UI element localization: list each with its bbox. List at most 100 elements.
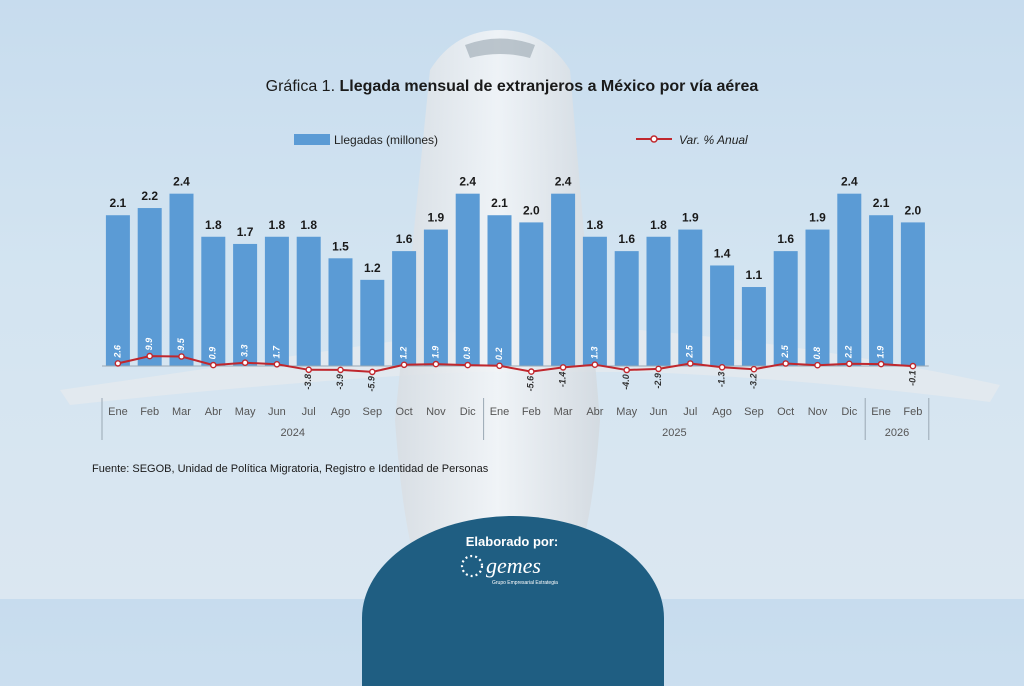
var-anual-label-9: 1.2 bbox=[398, 347, 408, 360]
var-anual-point-4 bbox=[241, 359, 249, 367]
bar-7 bbox=[328, 258, 353, 366]
var-anual-point-3 bbox=[209, 361, 217, 369]
bar-14 bbox=[551, 193, 576, 366]
x-tick-label-7: Ago bbox=[331, 406, 351, 418]
var-anual-label-11: 0.9 bbox=[462, 347, 472, 360]
legend-bar-label: Llegadas (millones) bbox=[334, 133, 438, 147]
bar-0 bbox=[105, 215, 130, 366]
bar-value-label-15: 1.8 bbox=[587, 218, 604, 232]
var-anual-label-12: 0.2 bbox=[494, 348, 504, 361]
x-tick-label-18: Jul bbox=[683, 406, 697, 418]
year-label-2026: 2026 bbox=[885, 427, 909, 439]
x-tick-label-25: Feb bbox=[903, 406, 922, 418]
bar-1 bbox=[137, 208, 162, 366]
bar-22 bbox=[805, 229, 830, 366]
var-anual-label-13: -5.6 bbox=[526, 375, 536, 392]
var-anual-label-5: 1.7 bbox=[271, 345, 281, 359]
chart-title: Gráfica 1. Llegada mensual de extranjero… bbox=[0, 78, 1024, 96]
bar-value-label-8: 1.2 bbox=[364, 261, 381, 275]
bar-value-label-11: 2.4 bbox=[459, 175, 476, 189]
bar-value-label-6: 1.8 bbox=[300, 218, 317, 232]
var-anual-point-13 bbox=[528, 368, 535, 375]
bar-17 bbox=[646, 236, 671, 366]
var-anual-label-14: -1.4 bbox=[557, 372, 567, 388]
x-tick-label-3: Abr bbox=[205, 406, 222, 418]
var-anual-point-15 bbox=[591, 361, 599, 369]
var-anual-point-23 bbox=[846, 360, 853, 368]
var-anual-point-1 bbox=[146, 352, 153, 360]
x-tick-label-16: May bbox=[616, 406, 637, 418]
year-label-2025: 2025 bbox=[662, 427, 686, 439]
x-tick-label-1: Feb bbox=[140, 406, 159, 418]
bar-3 bbox=[201, 236, 226, 366]
bar-value-label-20: 1.1 bbox=[746, 268, 763, 282]
var-anual-label-22: 0.8 bbox=[812, 347, 822, 360]
x-tick-label-4: May bbox=[235, 406, 256, 418]
var-anual-label-20: -3.2 bbox=[748, 373, 758, 389]
bar-11 bbox=[455, 193, 480, 366]
var-anual-label-2: 9.5 bbox=[176, 337, 186, 351]
x-tick-label-15: Abr bbox=[586, 406, 603, 418]
legend-line-marker bbox=[650, 135, 658, 143]
x-tick-label-21: Oct bbox=[777, 406, 794, 418]
x-tick-label-24: Ene bbox=[871, 406, 891, 418]
var-anual-label-25: -0.1 bbox=[907, 370, 917, 386]
chart-title-prefix: Gráfica 1. bbox=[265, 78, 336, 95]
var-anual-label-7: -3.9 bbox=[335, 374, 345, 390]
bar-13 bbox=[519, 222, 544, 366]
var-anual-label-24: 1.9 bbox=[875, 346, 885, 359]
bar-value-label-13: 2.0 bbox=[523, 203, 540, 217]
chart-title-main: Llegada mensual de extranjeros a México … bbox=[339, 78, 759, 95]
legend-line-label: Var. % Anual bbox=[679, 133, 748, 147]
x-tick-label-5: Jun bbox=[268, 406, 286, 418]
var-anual-label-23: 2.2 bbox=[844, 346, 854, 360]
bar-10 bbox=[423, 229, 448, 366]
x-tick-label-20: Sep bbox=[744, 406, 764, 418]
var-anual-point-16 bbox=[623, 366, 631, 374]
var-anual-label-16: -4.0 bbox=[621, 374, 631, 390]
bar-4 bbox=[233, 243, 258, 366]
x-tick-label-17: Jun bbox=[650, 406, 668, 418]
bar-6 bbox=[296, 236, 321, 366]
var-anual-point-22 bbox=[814, 361, 821, 369]
bar-value-label-21: 1.6 bbox=[777, 232, 794, 246]
x-tick-label-8: Sep bbox=[363, 406, 383, 418]
x-tick-label-11: Dic bbox=[460, 406, 476, 418]
bar-value-label-25: 2.0 bbox=[905, 203, 922, 217]
bar-value-label-22: 1.9 bbox=[809, 211, 826, 225]
bar-value-label-14: 2.4 bbox=[555, 175, 572, 189]
var-anual-point-2 bbox=[178, 353, 185, 360]
bar-value-label-3: 1.8 bbox=[205, 218, 222, 232]
var-anual-point-24 bbox=[877, 360, 885, 368]
bar-value-label-7: 1.5 bbox=[332, 239, 349, 253]
var-anual-label-19: -1.3 bbox=[716, 372, 726, 388]
var-anual-label-10: 1.9 bbox=[430, 346, 440, 359]
var-anual-label-18: 2.5 bbox=[685, 344, 695, 359]
var-anual-point-0 bbox=[114, 360, 122, 367]
bar-value-label-16: 1.6 bbox=[618, 232, 635, 246]
var-anual-point-10 bbox=[432, 360, 440, 368]
bar-value-label-2: 2.4 bbox=[173, 175, 190, 189]
bar-value-label-1: 2.2 bbox=[141, 189, 158, 203]
bar-18 bbox=[678, 229, 703, 366]
x-tick-label-19: Ago bbox=[712, 406, 732, 418]
var-anual-point-17 bbox=[655, 365, 662, 373]
var-anual-point-7 bbox=[337, 366, 344, 374]
bar-9 bbox=[392, 251, 417, 366]
x-tick-label-10: Nov bbox=[426, 406, 446, 418]
bar-value-label-23: 2.4 bbox=[841, 175, 858, 189]
x-tick-label-22: Nov bbox=[808, 406, 828, 418]
var-anual-point-18 bbox=[687, 360, 694, 367]
var-anual-point-14 bbox=[559, 364, 567, 371]
bar-12 bbox=[487, 215, 512, 366]
bar-value-label-17: 1.8 bbox=[650, 218, 667, 232]
bar-value-label-18: 1.9 bbox=[682, 211, 699, 225]
bar-value-label-10: 1.9 bbox=[428, 211, 445, 225]
gemes-logo: gemes Grupo Empresarial Estrategia bbox=[460, 553, 558, 586]
bar-value-label-19: 1.4 bbox=[714, 246, 731, 260]
var-anual-label-21: 2.5 bbox=[780, 344, 790, 359]
bar-21 bbox=[773, 251, 798, 366]
bar-value-label-0: 2.1 bbox=[110, 196, 127, 210]
year-label-2024: 2024 bbox=[281, 427, 305, 439]
x-tick-label-9: Oct bbox=[396, 406, 413, 418]
